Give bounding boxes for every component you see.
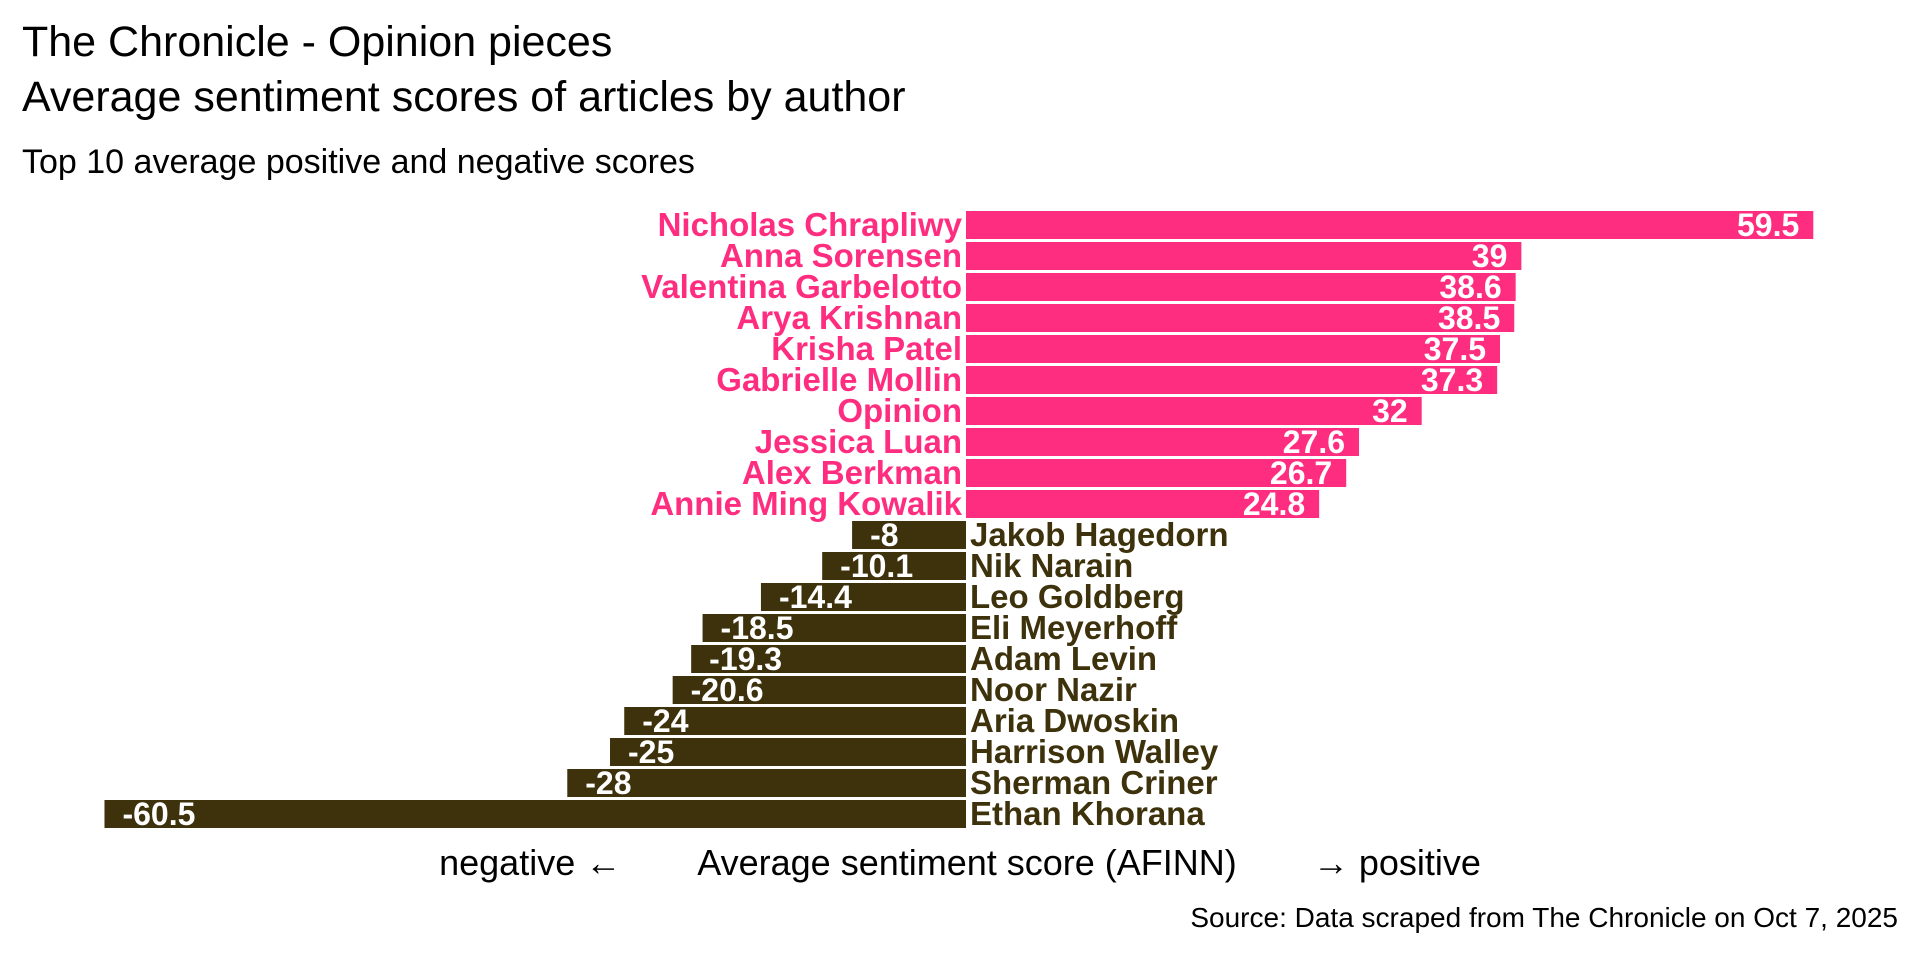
category-label: Eli Meyerhoff — [970, 609, 1178, 646]
category-label: Nicholas Chrapliwy — [658, 206, 963, 243]
value-label: -8 — [870, 517, 898, 553]
category-label: Anna Sorensen — [720, 237, 962, 274]
bar-anna-sorensen — [966, 242, 1522, 270]
bar-opinion — [966, 397, 1422, 425]
category-label: Harrison Walley — [970, 733, 1219, 770]
category-label: Alex Berkman — [742, 454, 962, 491]
chart-title-line1: The Chronicle - Opinion pieces — [22, 18, 613, 66]
category-label: Annie Ming Kowalik — [650, 485, 962, 522]
value-label: -24 — [642, 703, 688, 739]
bar-nicholas-chrapliwy — [966, 211, 1814, 239]
bar-krisha-patel — [966, 335, 1500, 363]
value-label: -60.5 — [122, 796, 195, 832]
bar-gabrielle-mollin — [966, 366, 1498, 394]
category-label: Noor Nazir — [970, 671, 1137, 708]
chart-title-line2: Average sentiment scores of articles by … — [22, 73, 906, 121]
value-label: 32 — [1372, 393, 1408, 429]
value-label: -18.5 — [721, 610, 794, 646]
x-axis-label-positive: → positive — [1312, 842, 1481, 883]
source-caption: Source: Data scraped from The Chronicle … — [1190, 902, 1898, 933]
value-label: 27.6 — [1283, 424, 1345, 460]
value-label: -25 — [628, 734, 674, 770]
bar-jessica-luan — [966, 428, 1360, 456]
bar-ethan-khorana — [104, 800, 967, 828]
value-label: 38.6 — [1439, 269, 1501, 305]
value-label: -28 — [585, 765, 631, 801]
value-label: -19.3 — [709, 641, 782, 677]
x-axis-label-title: Average sentiment score (AFINN) — [697, 842, 1237, 883]
category-label: Jessica Luan — [755, 423, 962, 460]
category-label: Gabrielle Mollin — [716, 361, 962, 398]
bar-nik-narain — [822, 552, 966, 580]
bar-leo-goldberg — [760, 583, 966, 611]
category-label: Krisha Patel — [771, 330, 962, 367]
bar-alex-berkman — [966, 459, 1347, 487]
category-label: Adam Levin — [970, 640, 1157, 677]
value-label: 38.5 — [1438, 300, 1500, 336]
bar-noor-nazir — [672, 676, 966, 704]
value-label: -10.1 — [840, 548, 913, 584]
x-axis-label-negative: negative ← — [439, 842, 622, 883]
bar-annie-ming-kowalik — [966, 490, 1320, 518]
bar-valentina-garbelotto — [966, 273, 1516, 301]
value-label: 37.3 — [1421, 362, 1483, 398]
category-label: Valentina Garbelotto — [641, 268, 962, 305]
category-label: Nik Narain — [970, 547, 1133, 584]
value-label: -20.6 — [691, 672, 764, 708]
category-label: Sherman Criner — [970, 764, 1218, 801]
value-label: 59.5 — [1737, 207, 1799, 243]
bar-sherman-criner — [567, 769, 966, 797]
category-label: Opinion — [837, 392, 962, 429]
bar-jakob-hagedorn — [852, 521, 966, 549]
category-label: Ethan Khorana — [970, 795, 1205, 832]
category-label: Leo Goldberg — [970, 578, 1185, 615]
bar-adam-levin — [691, 645, 966, 673]
bar-aria-dwoskin — [624, 707, 966, 735]
chart-subtitle: Top 10 average positive and negative sco… — [22, 143, 695, 181]
category-label: Jakob Hagedorn — [970, 516, 1229, 553]
bar-harrison-walley — [610, 738, 966, 766]
bar-eli-meyerhoff — [702, 614, 966, 642]
value-label: -14.4 — [779, 579, 852, 615]
category-label: Aria Dwoskin — [970, 702, 1179, 739]
value-label: 26.7 — [1270, 455, 1332, 491]
value-label: 24.8 — [1243, 486, 1305, 522]
bar-arya-krishnan — [966, 304, 1515, 332]
value-label: 37.5 — [1424, 331, 1486, 367]
x-axis-label: negative ← Average sentiment score (AFIN… — [0, 842, 1920, 884]
category-label: Arya Krishnan — [736, 299, 962, 336]
value-label: 39 — [1472, 238, 1508, 274]
